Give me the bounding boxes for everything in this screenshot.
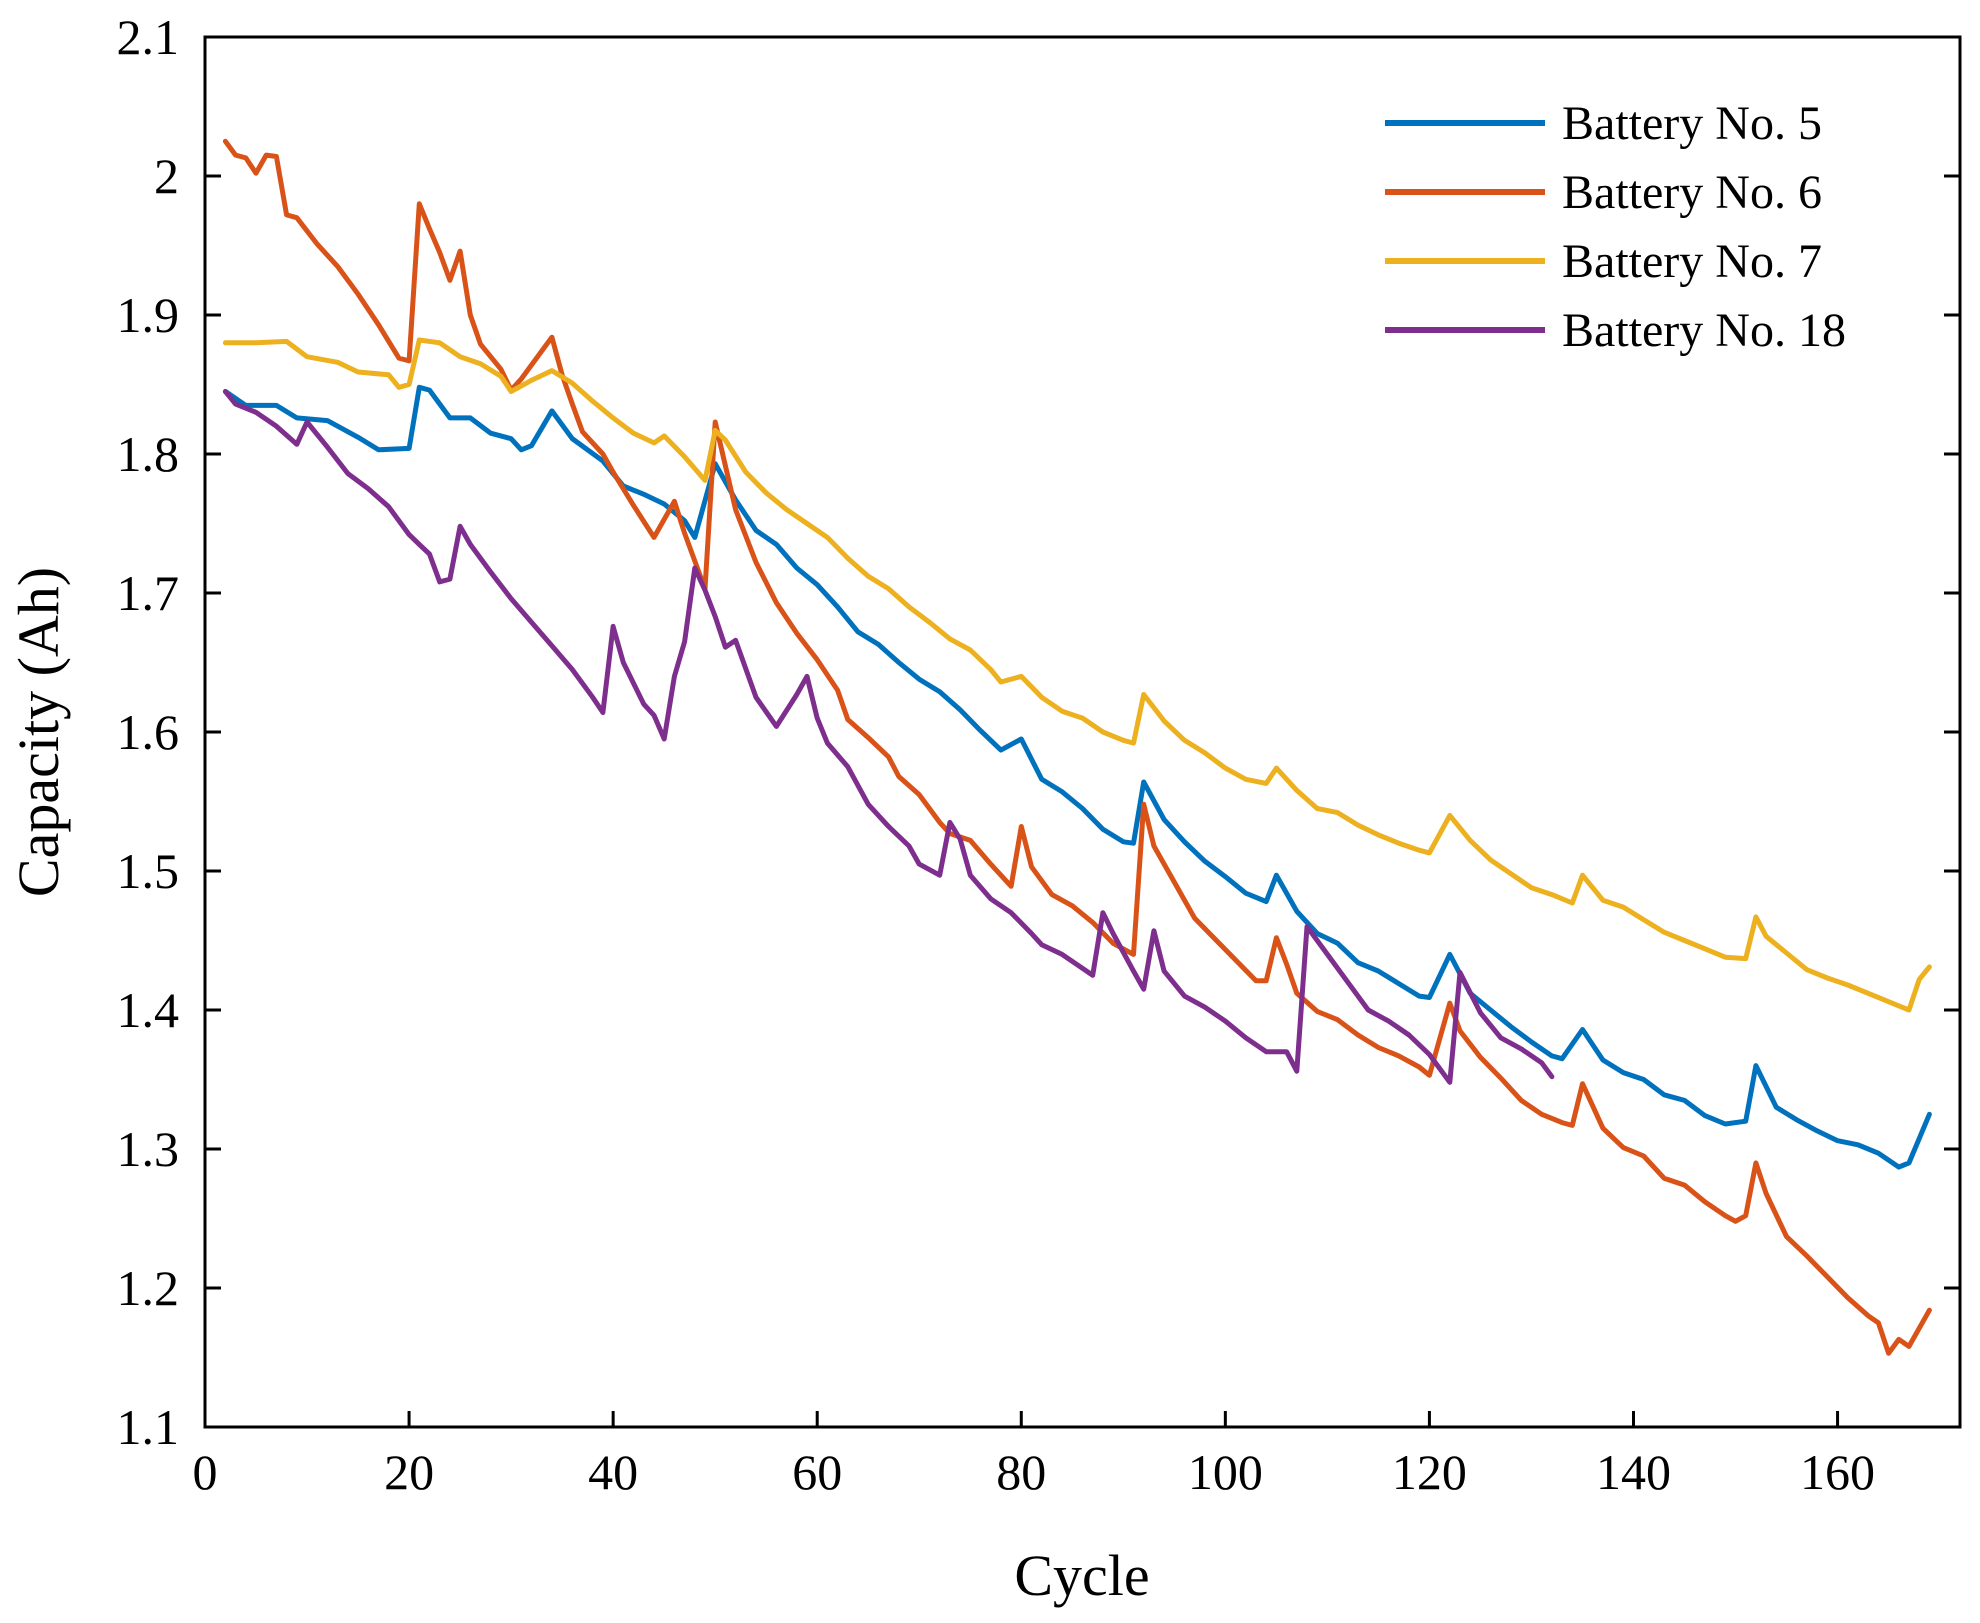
y-tick-label: 1.4 bbox=[117, 982, 180, 1038]
y-axis-title: Capacity (Ah) bbox=[6, 567, 71, 897]
series-line-1 bbox=[222, 384, 1932, 1170]
ticks-layer: 0 20 40 60 80 100 120 140 160 1.1 1.2 1.3 1.4 1.5 1.6 1… bbox=[117, 9, 1960, 1500]
legend: Battery No. 5 Battery No. 6 Battery No. 7 B… bbox=[1385, 97, 1846, 357]
y-tick-label: 2 bbox=[154, 148, 179, 204]
series-layer bbox=[222, 138, 1932, 1356]
series-line-3 bbox=[222, 337, 1932, 1013]
legend-label-1: Battery No. 5 bbox=[1562, 97, 1822, 150]
x-tick-label: 40 bbox=[588, 1444, 638, 1500]
y-tick-label: 1.1 bbox=[117, 1399, 180, 1455]
legend-label-3: Battery No. 7 bbox=[1562, 235, 1822, 288]
x-axis-title: Cycle bbox=[1014, 1543, 1149, 1608]
y-tick-label: 1.5 bbox=[117, 843, 180, 899]
legend-label-4: Battery No. 18 bbox=[1562, 304, 1846, 357]
y-tick-label: 1.3 bbox=[117, 1121, 180, 1177]
series-line-2 bbox=[222, 138, 1932, 1356]
y-tick-label: 1.8 bbox=[117, 426, 180, 482]
x-tick-label: 140 bbox=[1596, 1444, 1671, 1500]
plot-frame bbox=[203, 35, 1962, 1429]
x-tick-label: 160 bbox=[1800, 1444, 1875, 1500]
x-tick-label: 60 bbox=[792, 1444, 842, 1500]
x-tick-label: 100 bbox=[1188, 1444, 1263, 1500]
y-tick-label: 1.9 bbox=[117, 287, 180, 343]
y-tick-label: 1.7 bbox=[117, 565, 180, 621]
y-tick-label: 1.2 bbox=[117, 1260, 180, 1316]
x-tick-label: 120 bbox=[1392, 1444, 1467, 1500]
y-tick-label: 1.6 bbox=[117, 704, 180, 760]
x-tick-label: 80 bbox=[996, 1444, 1046, 1500]
series-line-4 bbox=[222, 389, 1555, 1085]
y-tick-label: 2.1 bbox=[117, 9, 180, 65]
legend-label-2: Battery No. 6 bbox=[1562, 166, 1822, 219]
x-tick-label: 0 bbox=[193, 1444, 218, 1500]
x-tick-label: 20 bbox=[384, 1444, 434, 1500]
